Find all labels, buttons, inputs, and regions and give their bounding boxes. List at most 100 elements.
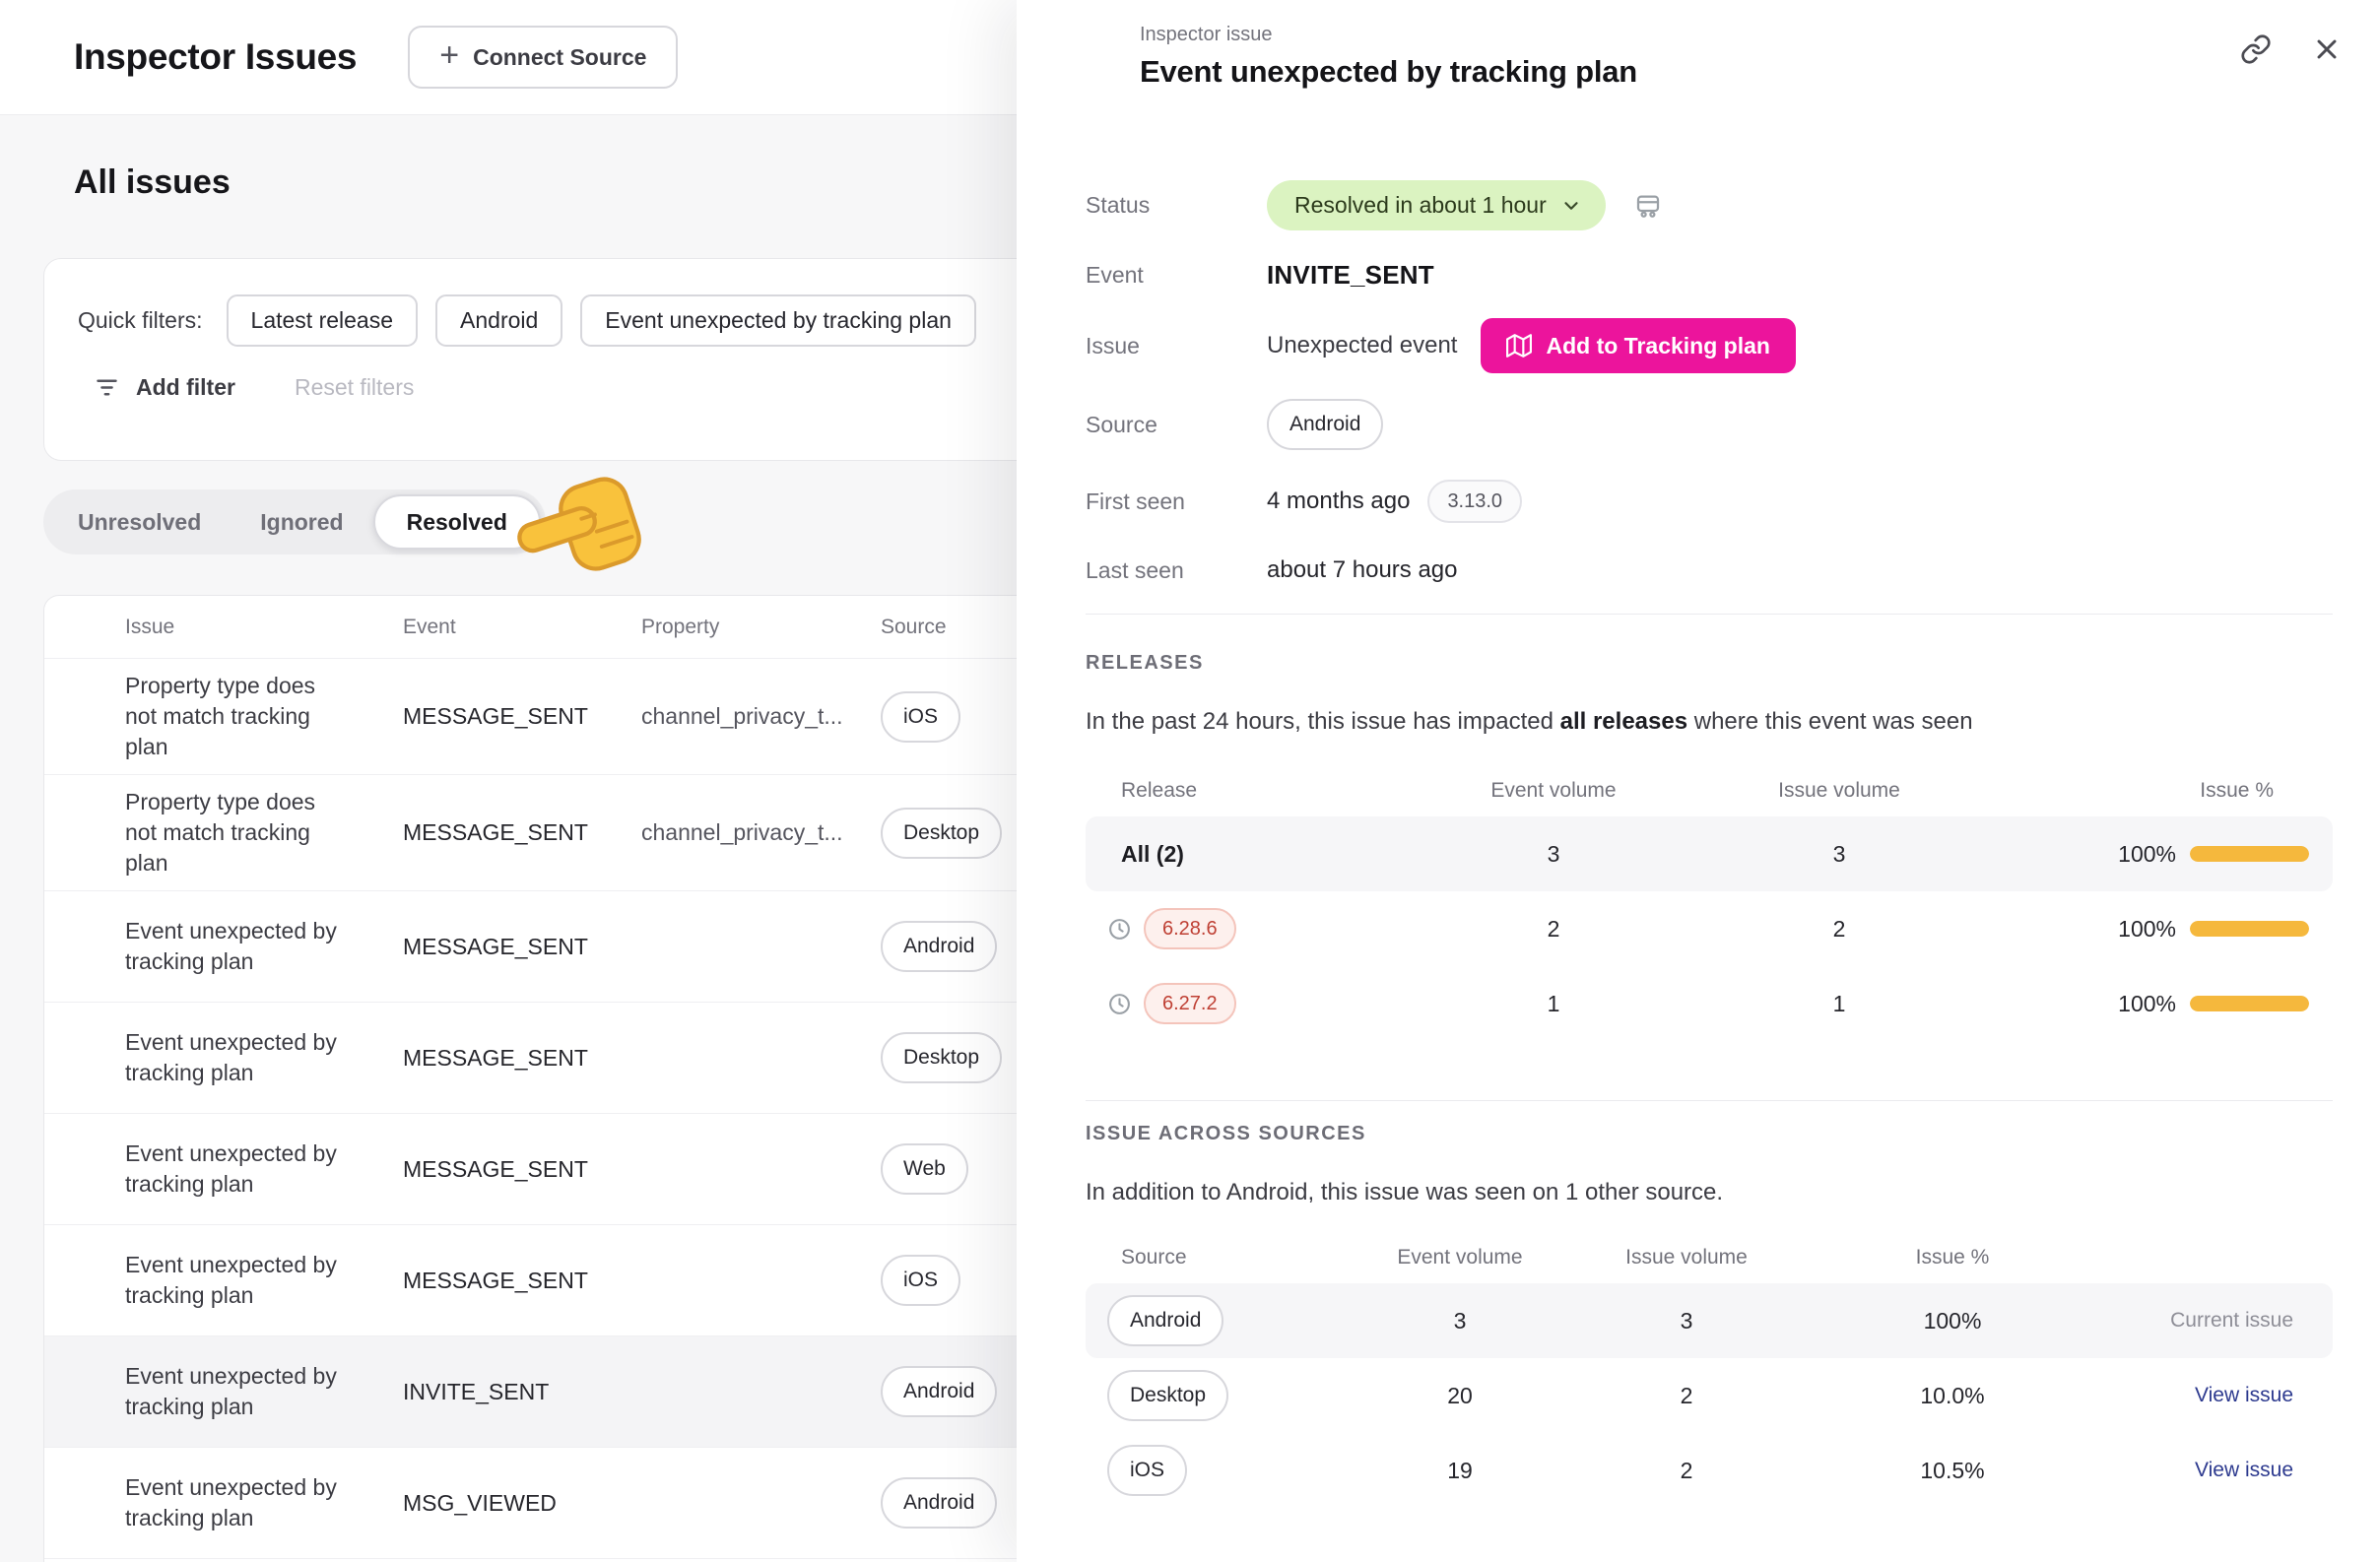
copy-link-button[interactable] bbox=[2232, 26, 2280, 73]
first-seen-version-chip: 3.13.0 bbox=[1427, 480, 1523, 523]
filter-chip-issue-type[interactable]: Event unexpected by tracking plan bbox=[580, 294, 976, 347]
table-row[interactable]: Event unexpected by tracking plan MESSAG… bbox=[44, 1003, 2336, 1114]
event-volume: 2 bbox=[1547, 915, 1560, 942]
source-pill: Desktop bbox=[881, 1032, 1003, 1083]
panel-kicker: Inspector issue bbox=[1140, 24, 1273, 45]
add-filter-button[interactable]: Add filter bbox=[94, 374, 235, 401]
sources-section: ISSUE ACROSS SOURCES In addition to Andr… bbox=[1017, 1123, 2380, 1508]
col-issue-pct: Issue % bbox=[2200, 779, 2274, 802]
col-property: Property bbox=[641, 615, 720, 638]
issue-value: Unexpected event bbox=[1267, 332, 1458, 358]
table-row[interactable]: Property type does not match tracking pl… bbox=[44, 775, 2336, 891]
filter-chip-android[interactable]: Android bbox=[435, 294, 563, 347]
table-row[interactable]: Event unexpected by tracking plan MESSAG… bbox=[44, 1225, 2336, 1336]
field-last-seen: Last seen about 7 hours ago bbox=[1086, 556, 2333, 584]
issue-cell: Event unexpected by tracking plan bbox=[125, 1474, 337, 1530]
tab-resolved[interactable]: Resolved bbox=[372, 494, 541, 550]
event-cell: MESSAGE_SENT bbox=[403, 933, 588, 959]
col-issue-volume: Issue volume bbox=[1778, 779, 1900, 802]
issue-cell: Event unexpected by tracking plan bbox=[125, 1252, 337, 1308]
issue-volume: 3 bbox=[1680, 1307, 1693, 1334]
table-row[interactable]: Property type does not match tracking pl… bbox=[44, 659, 2336, 775]
field-event: Event INVITE_SENT bbox=[1086, 260, 2333, 291]
property-cell: channel_privacy_t... bbox=[641, 819, 843, 845]
tab-ignored[interactable]: Ignored bbox=[260, 508, 344, 535]
event-volume: 1 bbox=[1547, 990, 1560, 1016]
col-issue-pct: Issue % bbox=[1915, 1246, 1990, 1269]
status-value: Resolved in about 1 hour bbox=[1294, 192, 1547, 218]
issue-pct-bar bbox=[2190, 846, 2309, 862]
source-label: Source bbox=[1086, 411, 1157, 437]
close-panel-button[interactable] bbox=[2303, 26, 2350, 73]
release-row-all: All (2) 3 3 100% bbox=[1086, 816, 2333, 891]
source-pill: Android bbox=[881, 1366, 998, 1417]
release-version-pill[interactable]: 6.27.2 bbox=[1144, 983, 1236, 1024]
sources-intro: In addition to Android, this issue was s… bbox=[1086, 1179, 1724, 1205]
event-cell: INVITE_SENT bbox=[403, 1378, 550, 1404]
source-pill: Android bbox=[881, 921, 998, 972]
col-issue: Issue bbox=[125, 615, 175, 638]
releases-section: RELEASES In the past 24 hours, this issu… bbox=[1017, 652, 2380, 1041]
source-pill: Desktop bbox=[881, 807, 1003, 859]
releases-table-header: Release Event volume Issue volume Issue … bbox=[1086, 779, 2333, 803]
issue-pct: 100% bbox=[2118, 915, 2176, 942]
view-issue-link[interactable]: View issue bbox=[2195, 1384, 2293, 1406]
issue-cell: Property type does not match tracking pl… bbox=[125, 673, 316, 759]
filter-chip-latest-release[interactable]: Latest release bbox=[226, 294, 419, 347]
issue-volume: 1 bbox=[1832, 990, 1846, 1016]
issue-cell: Event unexpected by tracking plan bbox=[125, 1140, 337, 1197]
issue-label: Issue bbox=[1086, 332, 1140, 358]
issue-pct: 100% bbox=[2118, 840, 2176, 867]
tab-unresolved[interactable]: Unresolved bbox=[78, 508, 202, 535]
col-source: Source bbox=[881, 615, 947, 638]
status-label: Status bbox=[1086, 192, 1151, 218]
issue-volume: 2 bbox=[1832, 915, 1846, 942]
panel-title: Event unexpected by tracking plan bbox=[1140, 54, 1638, 89]
issue-fields: Status Resolved in about 1 hour Event IN… bbox=[1086, 180, 2333, 584]
page-title: All issues bbox=[74, 163, 231, 201]
event-volume: 3 bbox=[1547, 840, 1560, 867]
source-pill: Desktop bbox=[1107, 1370, 1229, 1421]
release-name: All (2) bbox=[1121, 840, 1184, 867]
add-to-tracking-plan-button[interactable]: Add to Tracking plan bbox=[1481, 318, 1796, 373]
event-cell: MESSAGE_SENT bbox=[403, 1155, 588, 1182]
source-row: Desktop 20 2 10.0% View issue bbox=[1086, 1358, 2333, 1433]
add-filter-label: Add filter bbox=[136, 374, 235, 400]
issue-pct: 10.0% bbox=[1920, 1382, 1985, 1408]
section-divider bbox=[1086, 1100, 2333, 1101]
panel-actions bbox=[2232, 26, 2350, 73]
event-cell: MESSAGE_SENT bbox=[403, 1267, 588, 1293]
release-version-pill[interactable]: 6.28.6 bbox=[1144, 908, 1236, 949]
reset-filters-button[interactable]: Reset filters bbox=[294, 374, 415, 400]
view-issue-link[interactable]: View issue bbox=[2195, 1459, 2293, 1481]
col-event: Event bbox=[403, 615, 456, 638]
table-row[interactable]: Event unexpected by tracking plan MSG_VI… bbox=[44, 1448, 2336, 1559]
source-row-current: Android 3 3 100% Current issue bbox=[1086, 1283, 2333, 1358]
source-pill: Android bbox=[1107, 1295, 1224, 1346]
source-pill: Web bbox=[881, 1143, 968, 1195]
source-pill: iOS bbox=[881, 690, 961, 743]
chevron-down-icon bbox=[1564, 201, 1578, 210]
issue-volume: 2 bbox=[1680, 1382, 1693, 1408]
event-volume: 20 bbox=[1447, 1382, 1473, 1408]
field-issue: Issue Unexpected event Add to Tracking p… bbox=[1086, 318, 2333, 373]
pointer-hand-icon bbox=[501, 460, 664, 604]
event-cell: MESSAGE_SENT bbox=[403, 1044, 588, 1071]
sources-rows: Android 3 3 100% Current issue Desktop 2… bbox=[1086, 1283, 2333, 1508]
filter-icon bbox=[97, 379, 117, 396]
source-pill: Android bbox=[881, 1477, 998, 1529]
connect-source-button[interactable]: + Connect Source bbox=[408, 26, 679, 89]
status-dropdown[interactable]: Resolved in about 1 hour bbox=[1267, 180, 1606, 230]
event-cell: MESSAGE_SENT bbox=[403, 703, 588, 729]
add-to-tracking-plan-label: Add to Tracking plan bbox=[1546, 332, 1770, 358]
close-icon bbox=[2317, 39, 2337, 59]
section-divider bbox=[1086, 614, 2333, 615]
issue-cell: Event unexpected by tracking plan bbox=[125, 1029, 337, 1085]
issue-pct-bar bbox=[2190, 921, 2309, 937]
last-seen-label: Last seen bbox=[1086, 556, 1184, 583]
auto-resolve-icon[interactable] bbox=[1633, 191, 1663, 221]
source-pill: iOS bbox=[881, 1255, 961, 1306]
plus-icon: + bbox=[439, 36, 460, 74]
event-label: Event bbox=[1086, 262, 1144, 288]
